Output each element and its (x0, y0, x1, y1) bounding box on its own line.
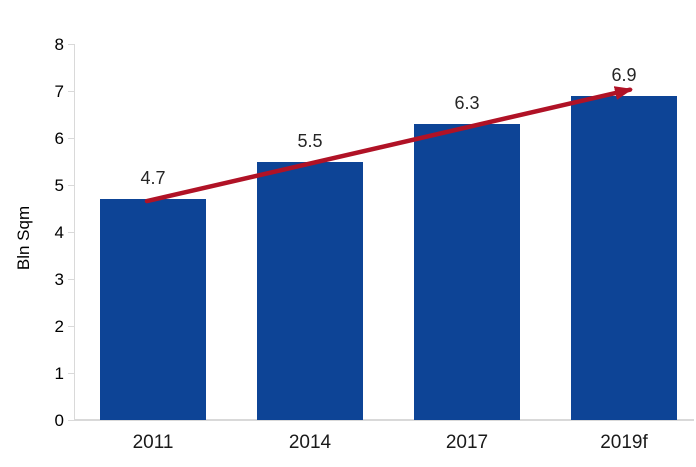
y-tick-label: 3 (54, 270, 64, 289)
y-tick-label: 0 (54, 411, 64, 430)
y-tick-mark (68, 138, 74, 139)
y-tick-mark (68, 326, 74, 327)
y-tick-mark (68, 91, 74, 92)
x-axis-line (74, 419, 694, 421)
y-tick-label: 6 (54, 129, 64, 148)
x-axis-label: 2014 (288, 432, 332, 453)
bar (100, 199, 206, 420)
bar-value-label: 5.5 (297, 130, 323, 151)
y-tick-mark (68, 279, 74, 280)
bar-value-label: 6.3 (454, 92, 480, 113)
y-tick-label: 1 (54, 364, 64, 383)
y-tick-mark (68, 232, 74, 233)
y-axis-line (74, 44, 75, 420)
y-tick-label: 8 (54, 35, 64, 54)
y-tick-mark (68, 44, 74, 45)
y-tick-mark (68, 185, 74, 186)
trend-arrow-line (144, 86, 633, 204)
bar (414, 123, 520, 420)
y-tick-mark (68, 420, 74, 421)
bar (257, 161, 363, 420)
bar-value-label: 4.7 (140, 168, 166, 189)
bar-value-label: 6.9 (611, 64, 637, 85)
x-axis-label: 2011 (132, 432, 174, 453)
bar (571, 95, 677, 420)
y-tick-label: 2 (54, 317, 64, 336)
x-axis-label: 2019f (600, 432, 648, 453)
y-tick-mark (68, 373, 74, 374)
y-tick-label: 5 (54, 176, 64, 195)
y-tick-label: 4 (54, 223, 64, 242)
x-axis-label: 2017 (445, 432, 489, 453)
y-tick-label: 7 (54, 82, 64, 101)
